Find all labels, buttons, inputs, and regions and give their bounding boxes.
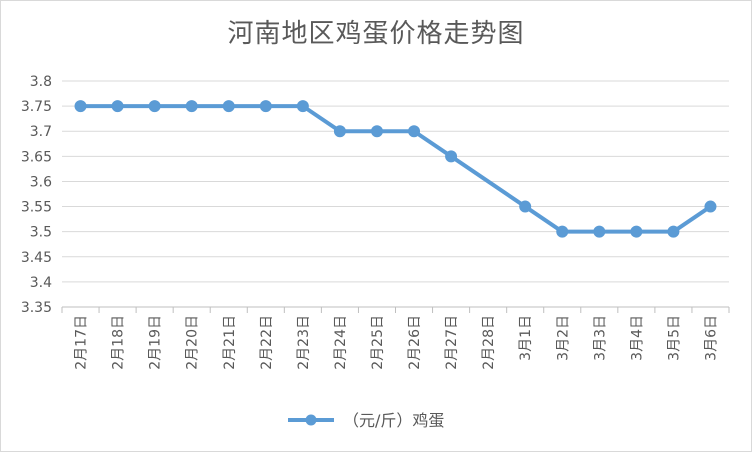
- x-tick-label: 3月5日: [666, 315, 682, 361]
- x-tick-label: 2月21日: [222, 315, 238, 370]
- data-point: [593, 225, 606, 238]
- legend: （元/斤）鸡蛋: [288, 411, 444, 430]
- y-tick-label: 3.7: [30, 124, 52, 140]
- data-point: [370, 125, 383, 138]
- series-line-layer: [74, 100, 717, 238]
- x-tick-label: 2月23日: [296, 315, 312, 370]
- y-tick-label: 3.5: [30, 225, 52, 241]
- data-point: [519, 200, 532, 213]
- x-tick-label: 2月25日: [370, 315, 386, 370]
- data-point: [148, 100, 161, 113]
- y-tick-label: 3.75: [21, 99, 52, 115]
- x-tick-label: 3月1日: [518, 315, 534, 361]
- data-point: [185, 100, 198, 113]
- chart-title: 河南地区鸡蛋价格走势图: [227, 19, 525, 49]
- x-tick-label: 2月20日: [185, 315, 201, 370]
- x-tick-labels: 2月17日 2月18日 2月19日 2月20日 2月21日 2月22日 2月23日 2月24日…: [74, 315, 720, 370]
- data-point: [74, 100, 87, 113]
- x-tick-label: 2月27日: [444, 315, 460, 370]
- y-tick-label: 3.35: [21, 300, 52, 316]
- data-point: [630, 225, 643, 238]
- x-tick-label: 2月17日: [74, 315, 90, 370]
- y-tick-label: 3.6: [30, 174, 52, 190]
- data-point: [222, 100, 235, 113]
- data-point: [111, 100, 124, 113]
- data-point: [667, 225, 680, 238]
- data-point: [296, 100, 309, 113]
- data-point: [259, 100, 272, 113]
- x-tick-label: 2月22日: [259, 315, 275, 370]
- x-tick-label: 3月3日: [592, 315, 608, 361]
- series-line: [80, 104, 712, 234]
- y-tick-label: 3.45: [21, 250, 52, 266]
- y-tick-label: 3.8: [30, 74, 52, 90]
- y-tick-label: 3.55: [21, 200, 52, 216]
- y-tick-label: 3.4: [30, 275, 52, 291]
- data-point: [704, 200, 717, 213]
- x-tick-label: 2月24日: [333, 315, 349, 370]
- x-tick-label: 2月19日: [148, 315, 164, 370]
- data-point: [445, 150, 458, 163]
- x-tick-label: 2月26日: [407, 315, 423, 370]
- grid-lines: [62, 80, 729, 283]
- data-point: [333, 125, 346, 138]
- x-tick-label: 3月2日: [555, 315, 571, 361]
- data-point: [408, 125, 421, 138]
- y-tick-labels: 3.35 3.4 3.45 3.5 3.55 3.6 3.65 3.7 3.75 3.8: [21, 74, 52, 316]
- x-tick-label: 2月18日: [111, 315, 127, 370]
- x-tick-label: 3月6日: [703, 315, 719, 361]
- x-tick-label: 2月28日: [481, 315, 497, 370]
- legend-label: （元/斤）鸡蛋: [343, 411, 444, 430]
- axes: [61, 306, 730, 313]
- y-tick-label: 3.65: [21, 149, 52, 165]
- legend-marker: [305, 414, 317, 426]
- data-point: [556, 225, 569, 238]
- x-tick-label: 3月4日: [629, 315, 645, 361]
